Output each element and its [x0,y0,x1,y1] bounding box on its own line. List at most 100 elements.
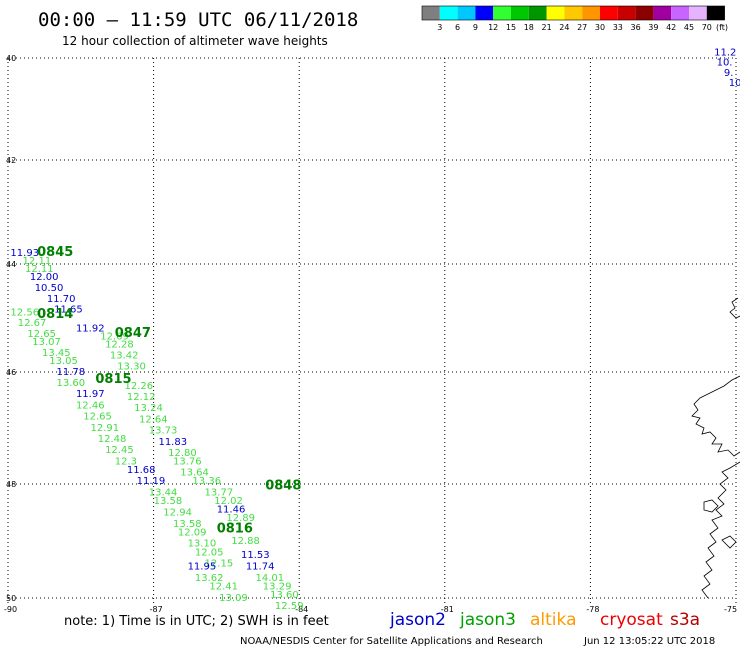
jason3-wave-heights: 12.1112.1112.5612.6712.6513.0713.4513.05… [10,256,303,612]
scale-swatch [546,6,565,20]
scale-swatch [511,6,529,20]
jason3-wave-height: 13.30 [117,361,146,372]
legend-jason2: jason2 [389,610,446,630]
jason3-wave-height: 12.65 [27,329,56,340]
jason3-wave-height: 13.36 [192,476,221,487]
pass-time-label: 0815 [95,372,131,387]
jason3-wave-height: 13.07 [32,337,61,348]
jason3-wave-height: 13.58 [173,519,202,530]
scale-tick-label: 42 [666,23,676,32]
jason3-wave-height: 12.3 [115,456,137,467]
longitude-label: -87 [150,605,163,614]
footnote: note: 1) Time is in UTC; 2) SWH is in fe… [64,614,329,629]
longitude-label: -78 [586,605,599,614]
jason3-wave-height: 13.42 [110,351,139,362]
jason3-wave-height: 12.46 [76,400,105,411]
scale-tick-label: 24 [559,23,569,32]
pass-time-label: 0848 [265,479,301,494]
scale-tick-label: 70 [702,23,712,32]
jason2-wave-height: 11.46 [217,505,246,516]
jason2-wave-height: 10 [729,78,740,89]
scale-swatch [439,6,458,20]
scale-swatch [457,6,476,20]
jason3-wave-height: 12.89 [226,513,255,524]
jason3-wave-height: 12.05 [195,547,224,558]
latitude-label: 46 [6,368,16,377]
jason2-wave-height: 9. [724,68,734,79]
latitude-label: 40 [6,54,16,63]
scale-swatch [635,6,654,20]
scale-swatch [475,6,494,20]
jason2-wave-height: 12.00 [30,272,59,283]
legend-cryosat: cryosat [600,610,663,630]
jason3-wave-height: 12.02 [214,496,243,507]
generated-timestamp: Jun 12 13:05:22 UTC 2018 [583,636,715,647]
scale-tick-label: 21 [542,23,552,32]
scale-swatch [617,6,636,20]
coastline [691,297,740,599]
jason2-wave-height: 10.50 [35,283,64,294]
latitude-label: 48 [6,480,16,489]
jason3-wave-height: 12.09 [178,527,207,538]
jason3-wave-height: 12.80 [168,448,197,459]
scale-tick-label: 9 [473,23,478,32]
latitude-label: 42 [6,156,16,165]
jason2-wave-height: 10. [717,58,733,69]
jason3-wave-height: 13.76 [173,456,202,467]
legend-altika: altika [530,610,577,630]
jason3-wave-height: 13.09 [219,593,248,604]
scale-swatch [528,6,547,20]
jason2-wave-height: 11.68 [127,465,156,476]
scale-tick-label: 18 [524,23,534,32]
scale-tick-label: 15 [506,23,516,32]
jason3-wave-height: 13.64 [180,468,209,479]
jason2-wave-height: 11.97 [76,389,105,400]
jason3-wave-height: 13.77 [205,487,234,498]
jason3-wave-height: 12.45 [105,445,134,456]
scale-swatch [422,6,440,20]
jason3-wave-height: 13.58 [154,496,183,507]
scale-tick-label: 33 [613,23,623,32]
scale-swatch [671,6,689,20]
scale-swatch [493,6,511,20]
jason2-wave-height: 11.53 [241,550,270,561]
jason3-wave-height: 12.59 [275,601,304,612]
jason2-wave-height: 11.92 [76,324,105,335]
pass-time-label: 0847 [115,326,151,341]
jason3-wave-height: 12.11 [25,264,54,275]
jason3-wave-height: 12.94 [163,507,192,518]
jason3-wave-height: 13.05 [49,356,78,367]
scale-tick-label: 39 [648,23,658,32]
scale-swatch [689,6,707,20]
jason3-wave-height: 12.65 [83,412,112,423]
jason3-wave-height: 13.29 [263,581,292,592]
jason2-wave-height: 11.95 [188,562,217,573]
legend-s3a: s3a [670,610,700,630]
jason3-wave-height: 13.62 [195,573,224,584]
jason3-wave-height: 12.12 [127,392,156,403]
longitude-label: -90 [4,605,17,614]
longitude-label: -84 [295,605,308,614]
axis-labels: 40 42 44 46 48 50 -90 -87 -84 -81 -78 -75 [4,54,737,614]
credit-line: NOAA/NESDIS Center for Satellite Applica… [240,636,543,647]
jason3-wave-height: 12.41 [209,581,238,592]
scale-tick-label: 12 [488,23,498,32]
jason3-wave-height: 12.64 [139,414,168,425]
scale-tick-label: 3 [437,23,442,32]
jason2-wave-height: 11.70 [47,294,76,305]
jason2-wave-height: 11.93 [10,248,39,259]
jason3-wave-height: 12.28 [105,340,134,351]
scale-tick-label: 45 [684,23,694,32]
wave-height-color-scale [421,5,725,21]
scale-unit: (ft) [716,23,728,32]
jason3-wave-height: 12.11 [23,256,52,267]
scale-swatch [564,6,583,20]
map-subtitle: 12 hour collection of altimeter wave hei… [62,34,328,48]
jason3-wave-height: 13.60 [270,590,299,601]
jason3-wave-height: 13.73 [149,426,178,437]
jason3-wave-height: 13.24 [134,403,163,414]
pass-time-label: 0816 [217,521,253,536]
scale-swatch [653,6,672,20]
scale-tick-label: 36 [631,23,641,32]
